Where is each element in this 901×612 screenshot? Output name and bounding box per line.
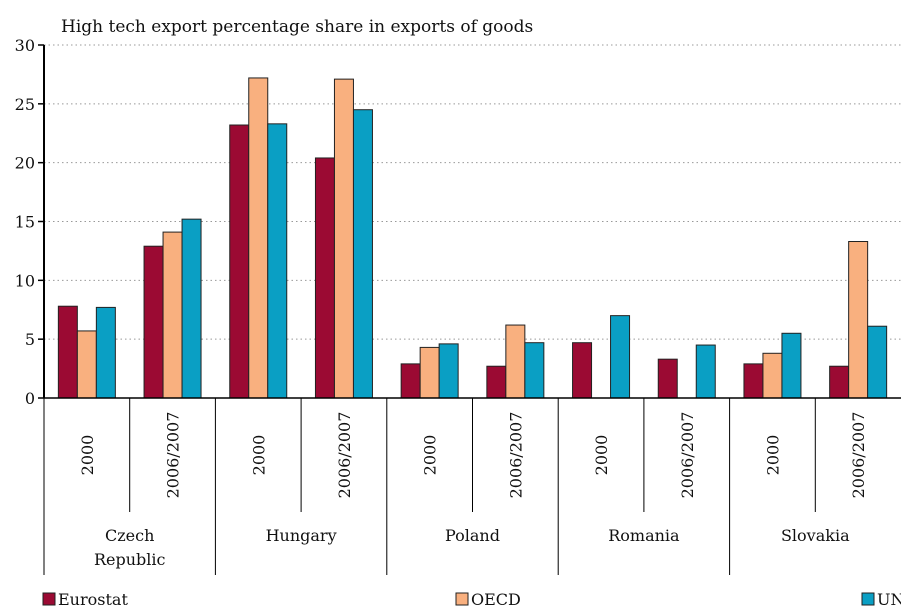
bar-un-0 (95, 306, 116, 399)
x-tick-label: 2006/2007 (164, 412, 183, 499)
x-tick-label: 2000 (249, 435, 268, 476)
x-tick-label: 2000 (592, 435, 611, 476)
gridlines (44, 44, 901, 340)
bar-eurostat-9 (829, 365, 850, 399)
legend-swatch-un (861, 592, 875, 606)
group-label: Poland (445, 526, 500, 545)
bar-oecd-0 (76, 330, 97, 399)
x-tick-label: 2000 (78, 435, 97, 476)
category-labels: 2000 2006/2007 Czech Republic 2000 2006/2007 H… (43, 398, 868, 575)
legend-swatch-oecd (455, 592, 469, 606)
bar-oecd-8 (762, 352, 783, 399)
bar-un-1 (181, 218, 202, 399)
y-tick-label: 0 (25, 389, 35, 408)
bar-oecd-1 (162, 231, 183, 399)
bar-eurostat-4 (400, 363, 421, 399)
chart-title: High tech export percentage share in exp… (61, 17, 533, 37)
group-label: Republic (94, 550, 166, 569)
bar-un-3 (352, 109, 373, 399)
bar-un-6 (610, 315, 631, 399)
group-label: Slovakia (781, 526, 850, 545)
group-label: Czech (105, 526, 154, 545)
bar-un-8 (781, 332, 802, 399)
legend-label-un: UN (877, 590, 901, 609)
group-label: Romania (608, 526, 680, 545)
x-tick-label: 2000 (421, 435, 440, 476)
y-tick-label: 25 (15, 95, 35, 114)
y-tick-label: 5 (25, 330, 35, 349)
y-tick-label: 20 (15, 154, 35, 173)
legend-label-oecd: OECD (471, 590, 521, 609)
group-label: Hungary (266, 526, 337, 545)
y-tick-label: 15 (15, 213, 35, 232)
bar-oecd-9 (848, 241, 869, 399)
bar-eurostat-6 (572, 342, 593, 399)
bar-oecd-3 (333, 78, 354, 399)
y-tick-label: 30 (15, 36, 35, 55)
bar-un-2 (267, 123, 288, 399)
bar-oecd-4 (419, 346, 440, 399)
bar-eurostat-2 (229, 124, 250, 399)
x-tick-label: 2006/2007 (678, 412, 697, 499)
bar-eurostat-0 (57, 305, 78, 399)
legend-label-eurostat: Eurostat (58, 590, 128, 609)
y-tick-label: 10 (15, 271, 35, 290)
bar-un-5 (524, 342, 545, 399)
bar-un-7 (695, 344, 716, 399)
bar-eurostat-7 (657, 358, 678, 399)
bar-oecd-5 (505, 324, 526, 399)
bar-oecd-2 (248, 77, 269, 399)
bar-eurostat-1 (143, 245, 164, 399)
x-tick-label: 2006/2007 (506, 412, 525, 499)
legend-swatch-eurostat (42, 592, 56, 606)
bar-eurostat-8 (743, 363, 764, 399)
x-tick-label: 2006/2007 (849, 412, 868, 499)
bar-un-9 (867, 325, 888, 399)
bar-eurostat-5 (486, 365, 507, 399)
x-tick-label: 2000 (763, 435, 782, 476)
bar-un-4 (438, 343, 459, 399)
bars (57, 77, 888, 399)
legend: Eurostat OECD UN (42, 590, 901, 609)
bar-eurostat-3 (314, 157, 335, 399)
x-tick-label: 2006/2007 (335, 412, 354, 499)
